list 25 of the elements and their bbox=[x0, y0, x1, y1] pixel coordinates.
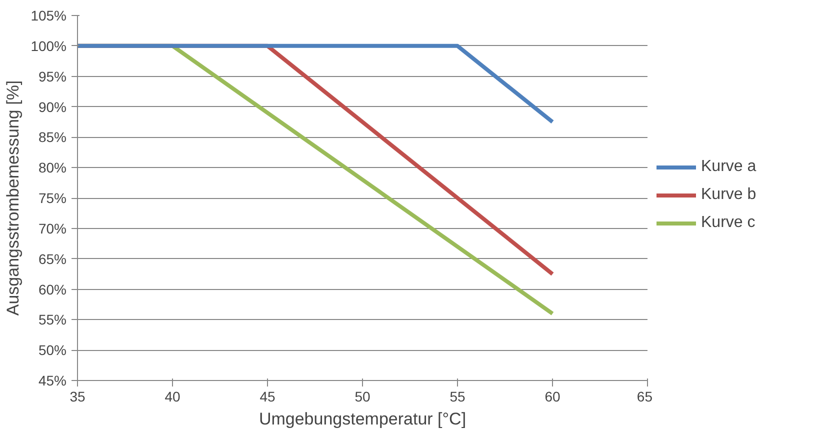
y-tick-label: 50% bbox=[38, 342, 67, 358]
x-tick-label: 45 bbox=[260, 388, 276, 404]
y-tick-label: 60% bbox=[38, 281, 67, 298]
y-tick-label: 80% bbox=[38, 160, 67, 176]
legend-label: Kurve a bbox=[701, 158, 756, 176]
y-tick-label: 95% bbox=[38, 68, 67, 84]
legend-label: Kurve b bbox=[701, 186, 756, 204]
y-tick-label: 100% bbox=[30, 38, 67, 54]
x-tick-label: 55 bbox=[450, 388, 466, 404]
y-tick-label: 55% bbox=[38, 312, 67, 328]
x-tick-label: 65 bbox=[636, 388, 653, 404]
x-tick-label: 60 bbox=[544, 388, 560, 404]
x-axis-title: Umgebungstemperatur [°C] bbox=[258, 410, 466, 428]
y-axis-title: Ausgangsstrombemessung [%] bbox=[4, 80, 23, 316]
x-tick-label: 40 bbox=[164, 388, 180, 404]
x-tick-label: 35 bbox=[70, 388, 86, 404]
x-tick-label: 50 bbox=[354, 388, 370, 404]
y-tick-label: 45% bbox=[38, 372, 67, 388]
legend-label: Kurve c bbox=[701, 214, 756, 232]
y-tick-label: 65% bbox=[38, 250, 67, 267]
y-tick-label: 105% bbox=[30, 8, 67, 24]
y-tick-label: 75% bbox=[38, 190, 67, 206]
y-tick-label: 70% bbox=[38, 220, 67, 236]
y-tick-label: 90% bbox=[38, 98, 67, 115]
y-tick-label: 85% bbox=[38, 129, 67, 146]
